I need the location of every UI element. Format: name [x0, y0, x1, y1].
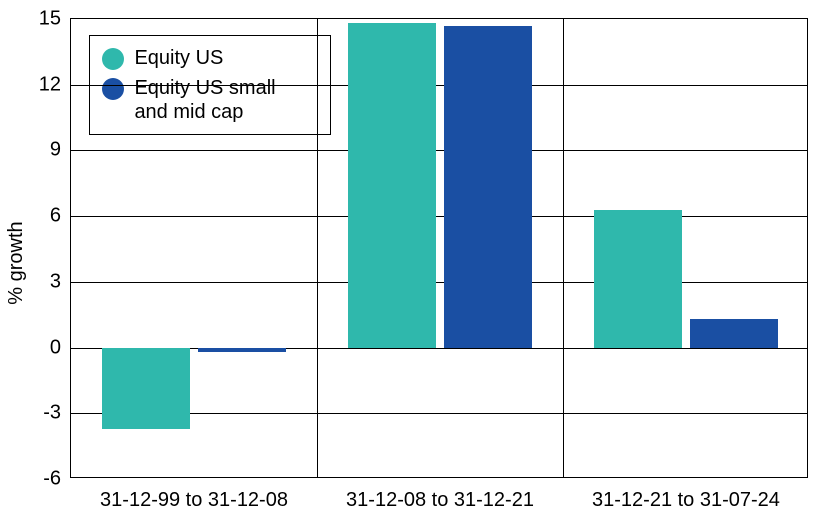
- y-tick-label: 3: [50, 270, 71, 293]
- y-tick-label: 0: [50, 336, 71, 359]
- legend-item: Equity US small and mid cap: [102, 76, 314, 124]
- gridline: [71, 85, 807, 86]
- x-tick-label: 31-12-08 to 31-12-21: [346, 477, 534, 512]
- x-tick-label: 31-12-21 to 31-07-24: [592, 477, 780, 512]
- legend-swatch: [102, 48, 124, 70]
- x-tick-label: 31-12-99 to 31-12-08: [100, 477, 288, 512]
- plot-area: Equity USEquity US small and mid cap -6-…: [70, 18, 808, 478]
- category-separator: [317, 19, 318, 477]
- gridline: [71, 150, 807, 151]
- legend-item: Equity US: [102, 46, 314, 70]
- y-tick-label: -3: [43, 402, 71, 425]
- y-tick-label: 9: [50, 139, 71, 162]
- bar: [102, 348, 191, 429]
- bar: [348, 23, 437, 347]
- legend-swatch: [102, 78, 124, 100]
- legend-label: Equity US: [134, 46, 223, 70]
- y-axis-title: % growth: [5, 221, 28, 304]
- y-tick-label: -6: [43, 468, 71, 491]
- bar: [198, 348, 287, 352]
- bar: [444, 26, 533, 348]
- y-tick-label: 6: [50, 205, 71, 228]
- growth-bar-chart: % growth Equity US Equity US small and mi…: [0, 0, 822, 525]
- gridline: [71, 216, 807, 217]
- legend-label: Equity US small and mid cap: [134, 76, 314, 124]
- gridline: [71, 282, 807, 283]
- y-tick-label: 12: [39, 73, 71, 96]
- bar: [594, 210, 683, 348]
- y-tick-label: 15: [39, 8, 71, 31]
- bar: [690, 319, 779, 347]
- category-separator: [563, 19, 564, 477]
